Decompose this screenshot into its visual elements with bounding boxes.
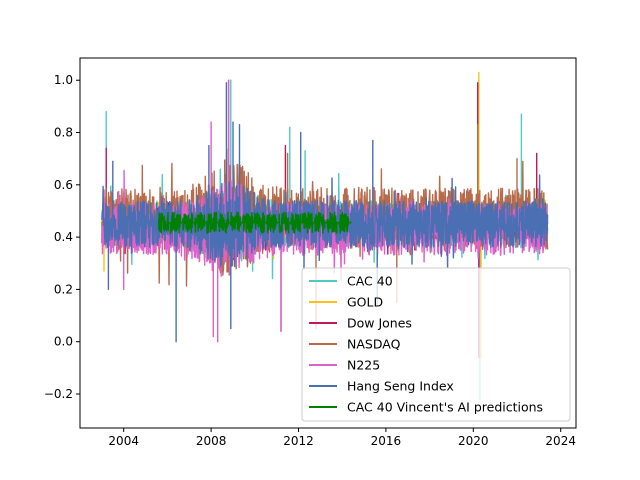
series-line-6 bbox=[158, 211, 352, 234]
y-tick-label: −0.2 bbox=[44, 387, 73, 401]
y-tick-label: 1.0 bbox=[54, 73, 73, 87]
x-tick-label: 2024 bbox=[545, 434, 576, 448]
legend-label: GOLD bbox=[347, 295, 383, 310]
legend-label: Hang Seng Index bbox=[347, 379, 454, 394]
legend: CAC 40 GOLD Dow Jones NASDAQ N225 Hang Seng I… bbox=[301, 267, 571, 422]
series-layer bbox=[101, 71, 549, 403]
series-line-5 bbox=[101, 82, 549, 343]
legend-label: N225 bbox=[347, 358, 380, 373]
plot-frame bbox=[79, 57, 577, 429]
y-tick-label: 0.2 bbox=[54, 282, 73, 296]
y-tick-label: 0.8 bbox=[54, 126, 73, 140]
legend-label: CAC 40 bbox=[347, 274, 393, 289]
y-tick-label: 0.0 bbox=[54, 335, 73, 349]
y-tick-label: 0.4 bbox=[54, 230, 73, 244]
x-tick-label: 2016 bbox=[371, 434, 402, 448]
x-tick-label: 2020 bbox=[458, 434, 489, 448]
legend-label: Dow Jones bbox=[347, 316, 412, 331]
legend-label: NASDAQ bbox=[347, 337, 401, 352]
x-tick-label: 2004 bbox=[108, 434, 139, 448]
x-tick-label: 2012 bbox=[283, 434, 314, 448]
legend-frame bbox=[301, 267, 571, 422]
y-tick-label: 0.6 bbox=[54, 178, 73, 192]
legend-label: CAC 40 Vincent's AI predictions bbox=[347, 400, 543, 415]
x-tick-label: 2008 bbox=[196, 434, 227, 448]
axis-layer: 2004 2008 2012 2016 2020 2024 −0.2 0.0 0.2 0.4 0.6… bbox=[44, 73, 576, 448]
